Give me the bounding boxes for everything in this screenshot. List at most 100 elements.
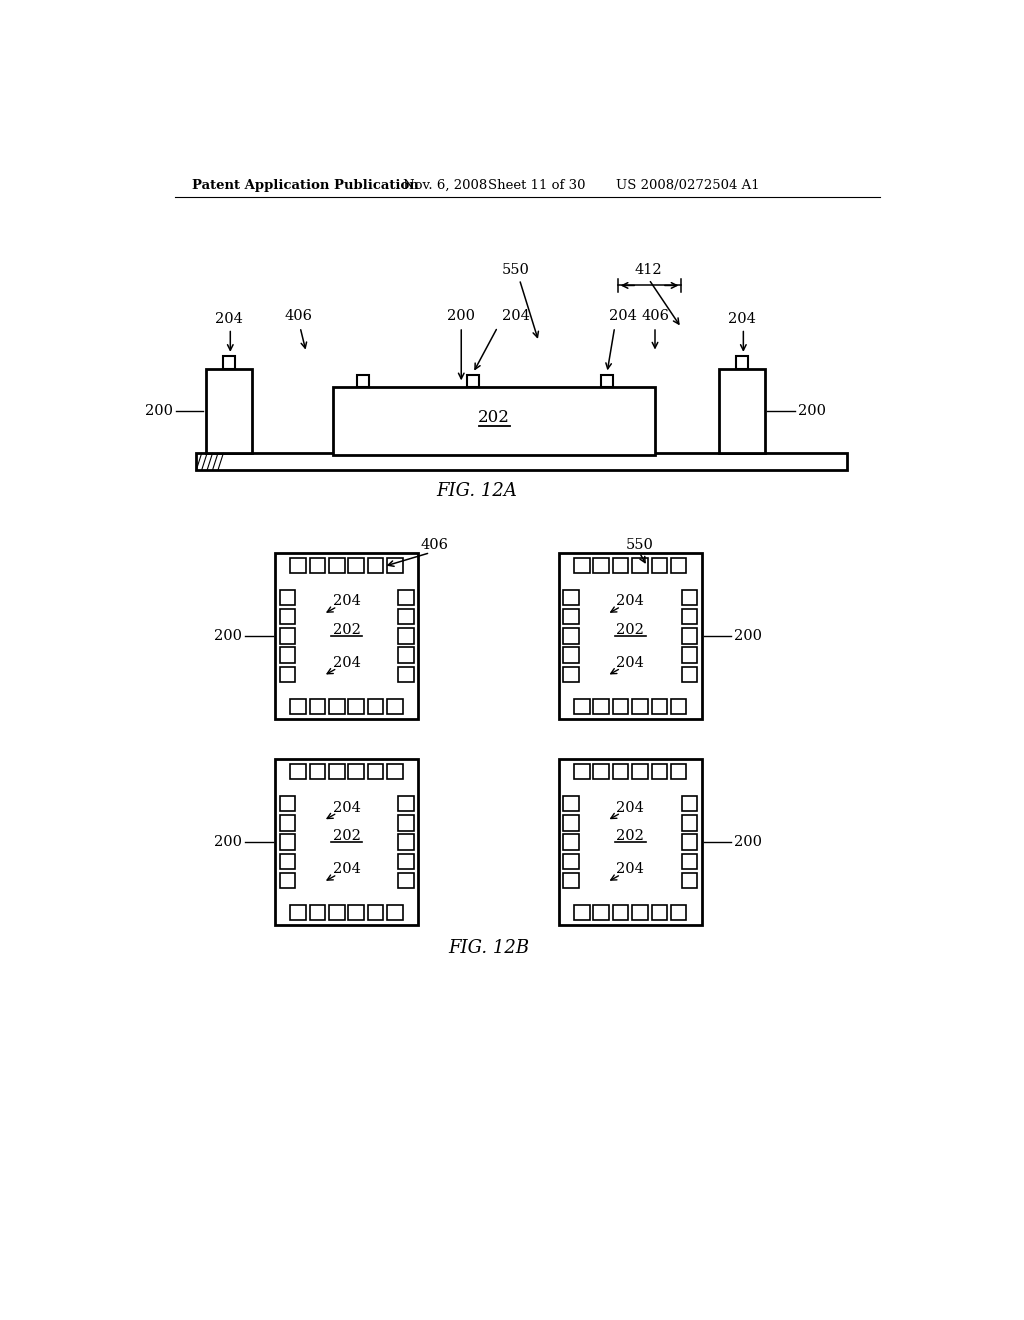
Bar — [291, 557, 306, 573]
Bar — [387, 906, 402, 920]
Text: 202: 202 — [478, 409, 510, 426]
Text: 204: 204 — [616, 656, 644, 669]
Text: 202: 202 — [616, 623, 644, 636]
Text: Sheet 11 of 30: Sheet 11 of 30 — [488, 178, 586, 191]
Bar — [671, 906, 686, 920]
Bar — [671, 698, 686, 714]
Text: Nov. 6, 2008: Nov. 6, 2008 — [403, 178, 487, 191]
Bar — [651, 698, 667, 714]
Bar — [563, 647, 579, 663]
Bar — [329, 764, 345, 779]
Bar — [197, 453, 847, 470]
Bar — [398, 854, 414, 869]
Bar — [682, 816, 697, 830]
Bar — [563, 590, 579, 605]
Bar — [563, 796, 579, 812]
Bar — [348, 557, 364, 573]
Bar — [682, 590, 697, 605]
Bar — [291, 764, 306, 779]
Text: 200: 200 — [734, 836, 763, 849]
Text: Patent Application Publication: Patent Application Publication — [191, 178, 418, 191]
Bar — [719, 368, 765, 453]
Bar — [368, 698, 383, 714]
Text: 200: 200 — [214, 836, 243, 849]
Bar — [398, 647, 414, 663]
Bar — [682, 796, 697, 812]
Bar — [563, 854, 579, 869]
Bar — [398, 628, 414, 644]
Bar — [309, 557, 326, 573]
Text: 204: 204 — [616, 862, 644, 876]
Bar — [398, 873, 414, 888]
Text: 204: 204 — [608, 309, 636, 323]
Bar — [368, 764, 383, 779]
Bar — [612, 698, 629, 714]
Bar — [574, 557, 590, 573]
Text: 406: 406 — [641, 309, 669, 323]
Bar — [334, 387, 655, 455]
Text: 200: 200 — [734, 628, 763, 643]
Text: 200: 200 — [447, 309, 475, 323]
Bar — [348, 698, 364, 714]
Text: 412: 412 — [635, 263, 663, 277]
Bar — [632, 698, 647, 714]
Bar — [632, 906, 647, 920]
Bar — [280, 609, 295, 624]
Bar — [574, 698, 590, 714]
Bar — [368, 557, 383, 573]
Bar — [291, 698, 306, 714]
Bar — [593, 764, 609, 779]
Bar — [398, 834, 414, 850]
Bar — [651, 764, 667, 779]
Bar — [280, 854, 295, 869]
Bar — [612, 764, 629, 779]
Text: 200: 200 — [145, 404, 173, 418]
Bar — [593, 698, 609, 714]
Bar — [398, 816, 414, 830]
Bar — [387, 557, 402, 573]
Bar — [329, 698, 345, 714]
Bar — [329, 557, 345, 573]
Bar — [206, 368, 252, 453]
Bar — [558, 553, 701, 718]
Bar — [601, 375, 613, 387]
Bar — [563, 816, 579, 830]
Bar — [651, 557, 667, 573]
Text: 550: 550 — [626, 539, 653, 552]
Bar — [348, 764, 364, 779]
Bar — [682, 628, 697, 644]
Bar — [280, 834, 295, 850]
Bar — [563, 628, 579, 644]
Bar — [671, 764, 686, 779]
Bar — [329, 906, 345, 920]
Bar — [632, 764, 647, 779]
Bar — [563, 834, 579, 850]
Text: 204: 204 — [333, 800, 360, 814]
Text: US 2008/0272504 A1: US 2008/0272504 A1 — [616, 178, 760, 191]
Bar — [309, 764, 326, 779]
Text: 204: 204 — [502, 309, 529, 323]
Bar — [280, 873, 295, 888]
Bar — [280, 667, 295, 682]
Text: 204: 204 — [215, 313, 243, 326]
Bar — [398, 796, 414, 812]
Bar — [612, 557, 629, 573]
Bar — [682, 834, 697, 850]
Bar — [671, 557, 686, 573]
Bar — [682, 667, 697, 682]
Bar — [651, 906, 667, 920]
Text: 200: 200 — [214, 628, 243, 643]
Text: 204: 204 — [333, 862, 360, 876]
Bar — [274, 553, 418, 718]
Bar — [682, 854, 697, 869]
Bar — [280, 796, 295, 812]
Bar — [612, 906, 629, 920]
Bar — [348, 906, 364, 920]
Text: 200: 200 — [798, 404, 825, 418]
Text: 204: 204 — [616, 594, 644, 609]
Bar — [682, 873, 697, 888]
Text: 204: 204 — [333, 594, 360, 609]
Text: 204: 204 — [616, 800, 644, 814]
Bar — [563, 873, 579, 888]
Bar — [309, 698, 326, 714]
